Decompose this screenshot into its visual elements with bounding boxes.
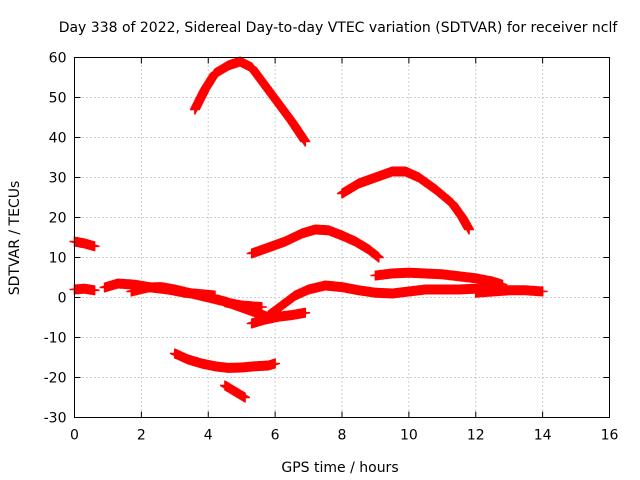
x-axis-label: GPS time / hours [281, 460, 398, 476]
x-tick-label: 16 [601, 428, 619, 444]
y-tick-label: -20 [44, 371, 67, 387]
y-tick-label: 10 [49, 251, 67, 267]
data-layer [69, 56, 548, 403]
series-markers [169, 348, 281, 373]
x-tick-label: 10 [400, 428, 418, 444]
chart-title: Day 338 of 2022, Sidereal Day-to-day VTE… [59, 20, 619, 36]
series-markers [263, 280, 498, 321]
series-arc-14 [470, 285, 548, 298]
series-markers [246, 224, 384, 263]
x-tick-label: 2 [137, 428, 146, 444]
y-tick-label: 30 [49, 171, 67, 187]
y-tick-label: -30 [44, 411, 67, 427]
y-tick-label: 0 [58, 291, 67, 307]
series-arc-10 [246, 224, 384, 263]
series-markers [219, 297, 267, 313]
x-tick-label: 14 [534, 428, 552, 444]
series-arc-12 [337, 166, 475, 235]
x-tick-label: 6 [271, 428, 280, 444]
series-arc-7 [169, 348, 281, 373]
y-tick-label: -10 [44, 331, 67, 347]
series-markers [370, 267, 508, 290]
x-tick-label: 8 [338, 428, 347, 444]
series-markers [219, 380, 251, 403]
y-tick-label: 50 [49, 91, 67, 107]
y-tick-label: 40 [49, 131, 67, 147]
gridlines [74, 57, 610, 418]
series-arc-13 [370, 267, 508, 290]
x-tick-label: 0 [70, 428, 79, 444]
y-axis-label: SDTVAR / TECUs [7, 181, 23, 296]
x-tick-label: 12 [467, 428, 485, 444]
axis-ticks: 0 2 4 6 8 10 12 14 16 -30 -20 -10 0 10 20 30 40 50 60 [44, 51, 619, 444]
series-arc-5 [219, 297, 267, 313]
series-markers [189, 56, 311, 147]
series-markers [337, 166, 475, 235]
series-arc-11 [263, 280, 498, 321]
y-tick-label: 60 [49, 51, 67, 67]
series-markers [470, 285, 548, 298]
series-arc-8 [219, 380, 251, 403]
series-arc-6 [189, 56, 311, 147]
y-tick-label: 20 [49, 211, 67, 227]
x-tick-label: 4 [204, 428, 213, 444]
